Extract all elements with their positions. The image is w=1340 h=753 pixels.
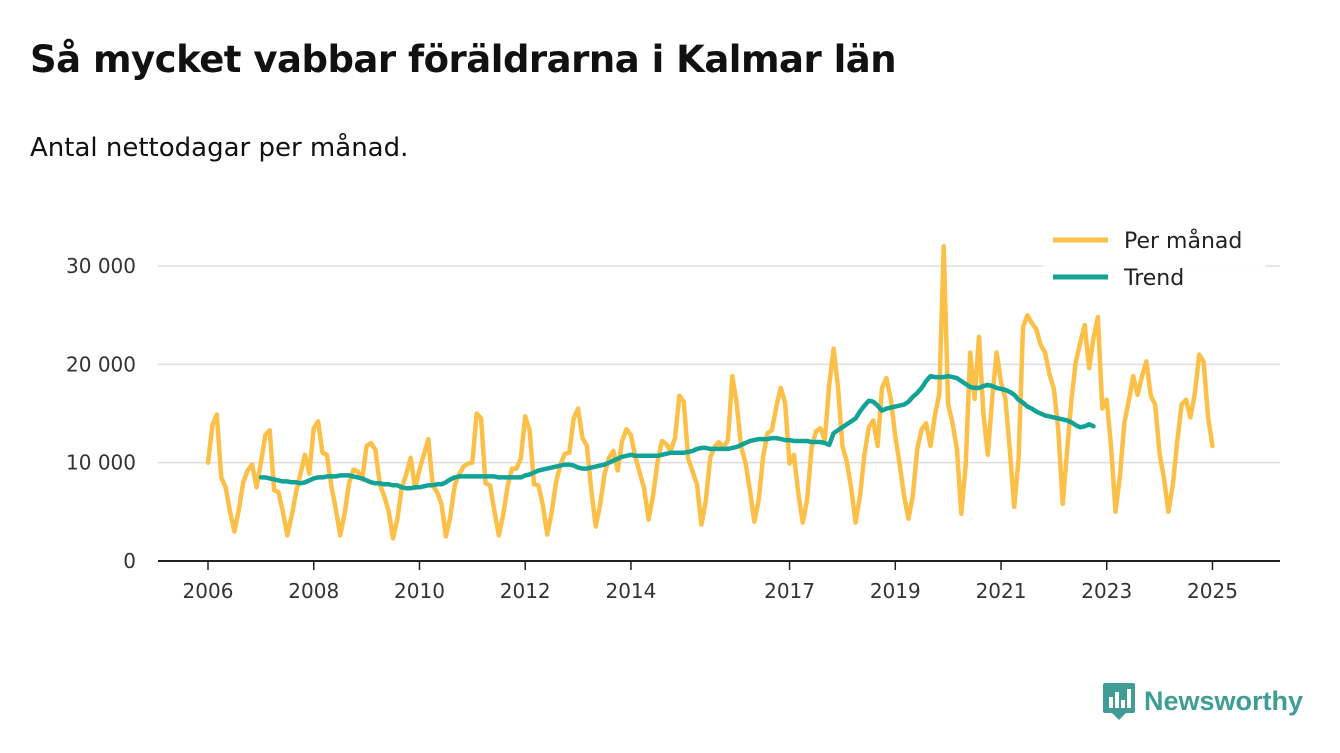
x-tick-label: 2008 — [288, 579, 339, 603]
x-tick-label: 2012 — [500, 579, 551, 603]
x-tick-label: 2010 — [394, 579, 445, 603]
y-tick-label: 0 — [123, 549, 136, 573]
x-tick-label: 2019 — [870, 579, 921, 603]
legend: Per månad Trend — [1043, 221, 1265, 297]
x-tick-label: 2014 — [605, 579, 656, 603]
bar-chart-logo-icon — [1103, 683, 1135, 720]
chart-title: Så mycket vabbar föräldrarna i Kalmar lä… — [30, 38, 897, 81]
x-tick-label: 2023 — [1081, 579, 1132, 603]
y-tick-label: 30 000 — [66, 254, 136, 278]
brand-name: Newsworthy — [1144, 685, 1304, 716]
legend-label-trend: Trend — [1123, 266, 1184, 291]
x-tick-label: 2017 — [764, 579, 815, 603]
series-line-trend — [258, 373, 1096, 491]
legend-label-per-month: Per månad — [1124, 228, 1242, 254]
chart-subtitle: Antal nettodagar per månad. — [30, 133, 409, 163]
y-tick-label: 10 000 — [66, 451, 136, 475]
x-tick-label: 2025 — [1187, 579, 1238, 603]
y-tick-label: 20 000 — [66, 352, 136, 376]
newsworthy-logo: Newsworthy — [1102, 681, 1303, 721]
x-tick-label: 2021 — [976, 579, 1027, 603]
x-tick-label: 2006 — [183, 579, 234, 603]
series-line-per-month — [205, 244, 1215, 541]
